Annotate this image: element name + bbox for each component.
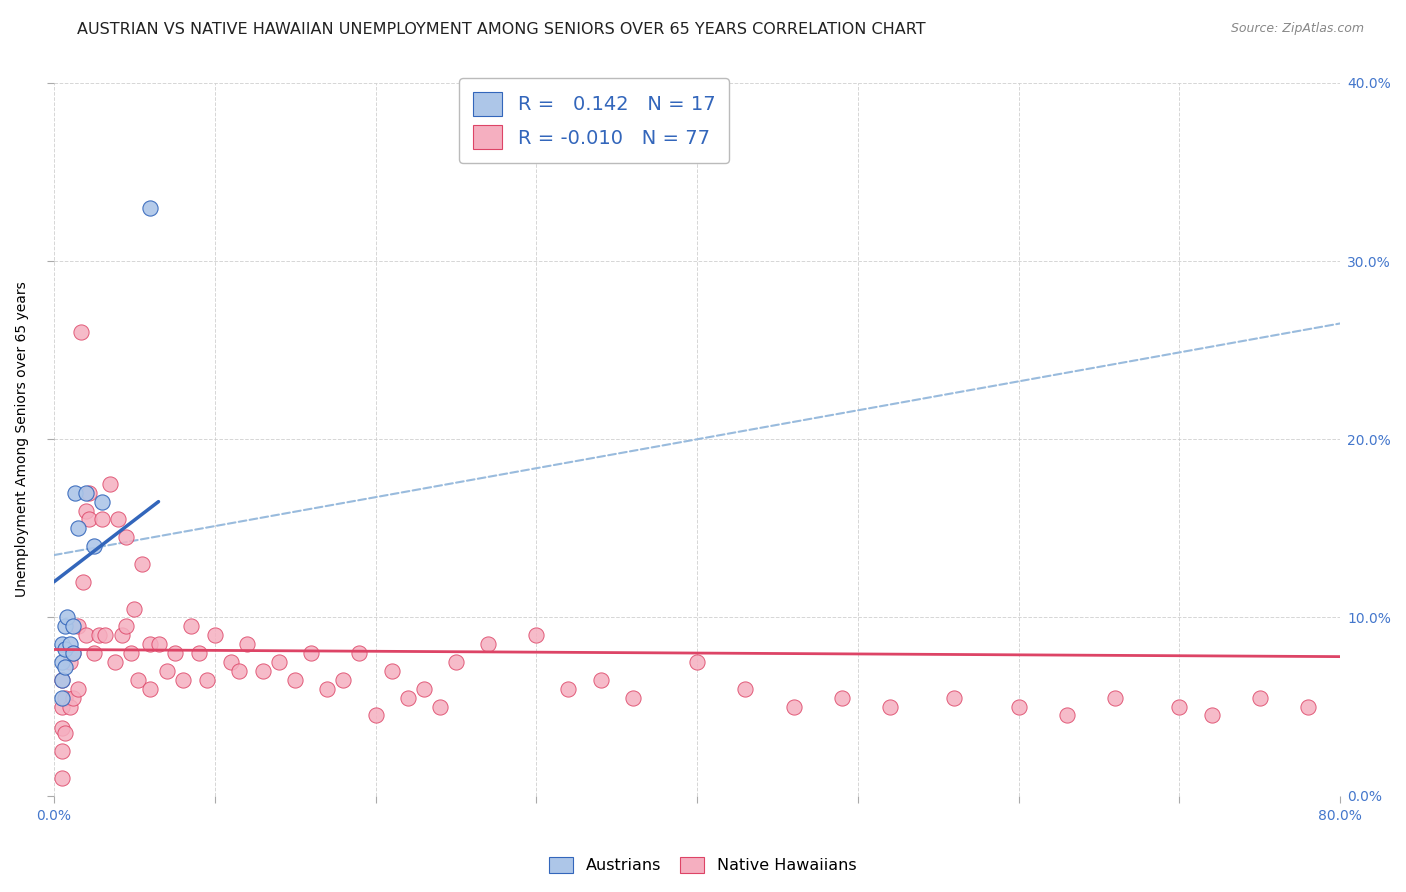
Point <box>429 699 451 714</box>
Point <box>91 494 114 508</box>
Point <box>59 655 82 669</box>
Point <box>1056 708 1078 723</box>
Point <box>127 673 149 687</box>
Point <box>831 690 853 705</box>
Point <box>87 628 110 642</box>
Legend: R =   0.142   N = 17, R = -0.010   N = 77: R = 0.142 N = 17, R = -0.010 N = 77 <box>460 78 728 163</box>
Point <box>67 619 90 633</box>
Point <box>59 637 82 651</box>
Point <box>75 503 97 517</box>
Point <box>53 642 76 657</box>
Point <box>75 485 97 500</box>
Point <box>1249 690 1271 705</box>
Point <box>79 485 101 500</box>
Point <box>155 664 177 678</box>
Point <box>110 628 132 642</box>
Point <box>72 574 94 589</box>
Point <box>79 512 101 526</box>
Point <box>228 664 250 678</box>
Point <box>51 744 73 758</box>
Point <box>51 673 73 687</box>
Point <box>734 681 756 696</box>
Point <box>139 201 162 215</box>
Point <box>180 619 202 633</box>
Point <box>316 681 339 696</box>
Point <box>621 690 644 705</box>
Point <box>104 655 127 669</box>
Legend: Austrians, Native Hawaiians: Austrians, Native Hawaiians <box>543 850 863 880</box>
Point <box>62 646 84 660</box>
Point <box>62 690 84 705</box>
Point <box>51 721 73 735</box>
Point <box>172 673 194 687</box>
Point <box>139 637 162 651</box>
Point <box>67 681 90 696</box>
Point <box>51 655 73 669</box>
Point <box>332 673 354 687</box>
Point <box>115 619 138 633</box>
Point <box>148 637 170 651</box>
Point <box>139 681 162 696</box>
Point <box>477 637 499 651</box>
Point <box>51 771 73 785</box>
Point <box>51 699 73 714</box>
Point <box>51 690 73 705</box>
Point <box>51 637 73 651</box>
Point <box>557 681 579 696</box>
Point <box>1168 699 1191 714</box>
Point <box>67 521 90 535</box>
Point <box>267 655 290 669</box>
Point <box>943 690 966 705</box>
Point <box>1104 690 1126 705</box>
Point <box>284 673 307 687</box>
Point <box>124 601 146 615</box>
Point <box>59 699 82 714</box>
Point <box>62 619 84 633</box>
Point <box>524 628 547 642</box>
Point <box>83 539 105 553</box>
Point <box>195 673 218 687</box>
Point <box>252 664 274 678</box>
Point <box>53 690 76 705</box>
Point <box>131 557 153 571</box>
Point <box>83 646 105 660</box>
Point <box>70 326 93 340</box>
Point <box>163 646 186 660</box>
Point <box>115 530 138 544</box>
Point <box>204 628 226 642</box>
Point <box>94 628 117 642</box>
Point <box>53 619 76 633</box>
Point <box>782 699 804 714</box>
Text: AUSTRIAN VS NATIVE HAWAIIAN UNEMPLOYMENT AMONG SENIORS OVER 65 YEARS CORRELATION: AUSTRIAN VS NATIVE HAWAIIAN UNEMPLOYMENT… <box>77 22 927 37</box>
Point <box>120 646 142 660</box>
Point <box>236 637 259 651</box>
Point <box>349 646 371 660</box>
Point <box>219 655 242 669</box>
Point <box>364 708 387 723</box>
Point <box>299 646 322 660</box>
Point <box>589 673 612 687</box>
Point <box>1296 699 1319 714</box>
Y-axis label: Unemployment Among Seniors over 65 years: Unemployment Among Seniors over 65 years <box>15 281 30 597</box>
Point <box>187 646 209 660</box>
Point <box>107 512 129 526</box>
Point <box>1201 708 1223 723</box>
Point <box>91 512 114 526</box>
Point <box>381 664 404 678</box>
Point <box>63 485 86 500</box>
Point <box>53 660 76 674</box>
Text: Source: ZipAtlas.com: Source: ZipAtlas.com <box>1230 22 1364 36</box>
Point <box>53 726 76 740</box>
Point <box>686 655 709 669</box>
Point <box>62 646 84 660</box>
Point <box>412 681 434 696</box>
Point <box>396 690 419 705</box>
Point <box>98 476 121 491</box>
Point <box>75 628 97 642</box>
Point <box>56 610 79 624</box>
Point <box>879 699 901 714</box>
Point <box>444 655 467 669</box>
Point <box>1007 699 1029 714</box>
Point <box>51 673 73 687</box>
